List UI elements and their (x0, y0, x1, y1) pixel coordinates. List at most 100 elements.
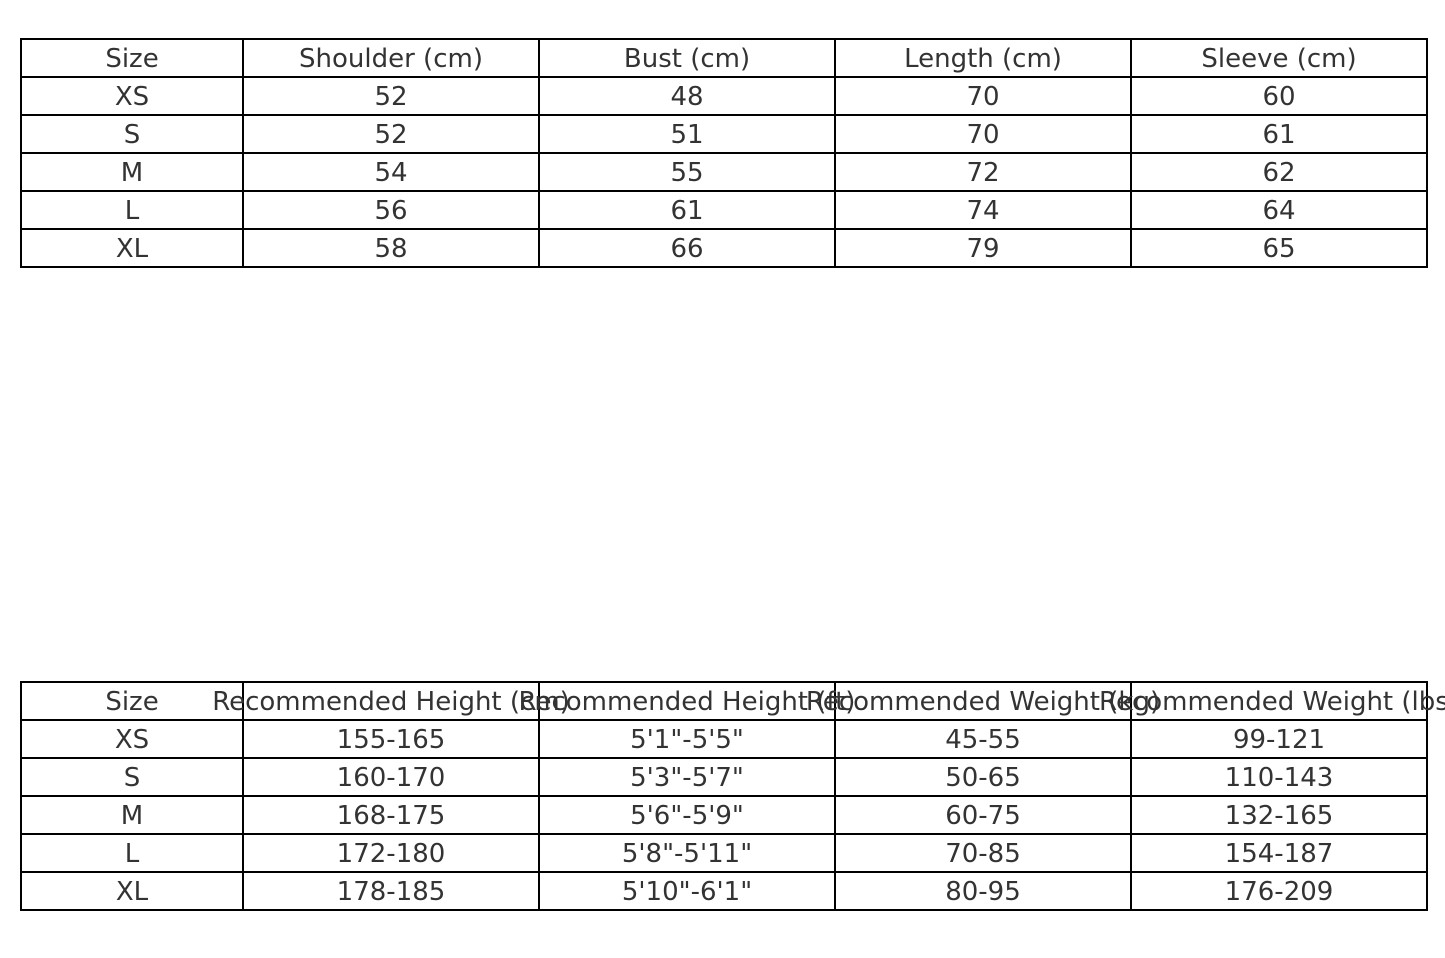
table-cell: 52 (242, 76, 540, 116)
table-cell: 45-55 (834, 719, 1132, 759)
cell-text: 60-75 (945, 801, 1021, 832)
cell-text: 51 (670, 120, 704, 151)
table-cell: XL (20, 228, 244, 268)
table-cell: 160-170 (242, 757, 540, 797)
table-cell: 54 (242, 152, 540, 192)
cell-text: 99-121 (1232, 725, 1326, 756)
table-cell: 99-121 (1130, 719, 1428, 759)
table-cell: 48 (538, 76, 836, 116)
table-cell: 58 (242, 228, 540, 268)
cell-text: 54 (374, 158, 408, 189)
cell-text: 110-143 (1224, 763, 1334, 794)
table-cell: 172-180 (242, 833, 540, 873)
cell-text: Length (cm) (904, 44, 1062, 75)
cell-text: S (123, 763, 141, 794)
cell-text: 45-55 (945, 725, 1021, 756)
cell-text: 64 (1262, 196, 1296, 227)
cell-text: 154-187 (1224, 839, 1334, 870)
header-cell: Recommended Weight (kg) (806, 681, 1160, 721)
cell-text: 168-175 (336, 801, 446, 832)
header-cell: Recommended Height (cm) (212, 681, 570, 721)
table-cell: 5'8"-5'11" (538, 833, 836, 873)
table-cell: 52 (242, 114, 540, 154)
cell-text: 178-185 (336, 877, 446, 908)
table-cell: M (20, 795, 244, 835)
table-row: XS 52 48 70 60 (20, 76, 1428, 116)
cell-text: XL (115, 234, 149, 265)
table-cell: 66 (538, 228, 836, 268)
table-cell: 176-209 (1130, 871, 1428, 911)
cell-text: Recommended Weight (lbs) (1099, 687, 1445, 718)
cell-text: 50-65 (945, 763, 1021, 794)
table-cell: XL (20, 871, 244, 911)
cell-text: L (124, 839, 140, 870)
cell-text: 132-165 (1224, 801, 1334, 832)
table-cell: S (20, 757, 244, 797)
cell-text: 74 (966, 196, 1000, 227)
cell-text: 176-209 (1224, 877, 1334, 908)
table-cell: 64 (1130, 190, 1428, 230)
table-cell: 50-65 (834, 757, 1132, 797)
table-cell: 65 (1130, 228, 1428, 268)
cell-text: 5'10"-6'1" (621, 877, 753, 908)
header-row: Size Shoulder (cm) Bust (cm) Length (cm) Sle… (20, 38, 1428, 78)
table-cell: 61 (1130, 114, 1428, 154)
cell-text: Recommended Height (ft) (518, 687, 856, 718)
cell-text: M (120, 158, 144, 189)
table-row: L 172-180 5'8"-5'11" 70-85 154-187 (20, 833, 1428, 873)
cell-text: 5'1"-5'5" (630, 725, 744, 756)
table-cell: M (20, 152, 244, 192)
table-cell: 70 (834, 114, 1132, 154)
table-cell: 155-165 (242, 719, 540, 759)
table-cell: 55 (538, 152, 836, 192)
table-cell: 60 (1130, 76, 1428, 116)
table-cell: 70 (834, 76, 1132, 116)
table-cell: 74 (834, 190, 1132, 230)
table-cell: XS (20, 76, 244, 116)
table-cell: 178-185 (242, 871, 540, 911)
table-cell: 5'6"-5'9" (538, 795, 836, 835)
cell-text: Size (105, 687, 159, 718)
table-cell: L (20, 190, 244, 230)
cell-text: 5'6"-5'9" (630, 801, 744, 832)
table-cell: 5'1"-5'5" (538, 719, 836, 759)
table-cell: 61 (538, 190, 836, 230)
cell-text: XS (114, 725, 150, 756)
header-cell: Shoulder (cm) (242, 38, 540, 78)
table-row: S 52 51 70 61 (20, 114, 1428, 154)
header-cell: Bust (cm) (538, 38, 836, 78)
cell-text: 65 (1262, 234, 1296, 265)
cell-text: Size (105, 44, 159, 75)
cell-text: 155-165 (336, 725, 446, 756)
header-cell: Length (cm) (834, 38, 1132, 78)
header-cell: Recommended Height (ft) (519, 681, 855, 721)
table-cell: 154-187 (1130, 833, 1428, 873)
table-cell: 60-75 (834, 795, 1132, 835)
cell-text: 52 (374, 82, 408, 113)
table-cell: 62 (1130, 152, 1428, 192)
cell-text: 72 (966, 158, 1000, 189)
table-cell: 80-95 (834, 871, 1132, 911)
cell-text: 55 (670, 158, 704, 189)
cell-text: 66 (670, 234, 704, 265)
cell-text: Bust (cm) (623, 44, 751, 75)
table-cell: 72 (834, 152, 1132, 192)
table-cell: 79 (834, 228, 1132, 268)
table-cell: 5'3"-5'7" (538, 757, 836, 797)
table-row: S 160-170 5'3"-5'7" 50-65 110-143 (20, 757, 1428, 797)
table-cell: 168-175 (242, 795, 540, 835)
table-row: XL 58 66 79 65 (20, 228, 1428, 268)
table-cell: 132-165 (1130, 795, 1428, 835)
cell-text: 48 (670, 82, 704, 113)
cell-text: 58 (374, 234, 408, 265)
table-row: XS 155-165 5'1"-5'5" 45-55 99-121 (20, 719, 1428, 759)
cell-text: XS (114, 82, 150, 113)
header-row: Size Recommended Height (cm) Recommended H… (20, 681, 1445, 721)
cell-text: 52 (374, 120, 408, 151)
cell-text: 62 (1262, 158, 1296, 189)
table-cell: 56 (242, 190, 540, 230)
table-row: XL 178-185 5'10"-6'1" 80-95 176-209 (20, 871, 1428, 911)
cell-text: 56 (374, 196, 408, 227)
cell-text: L (124, 196, 140, 227)
cell-text: 70 (966, 120, 1000, 151)
